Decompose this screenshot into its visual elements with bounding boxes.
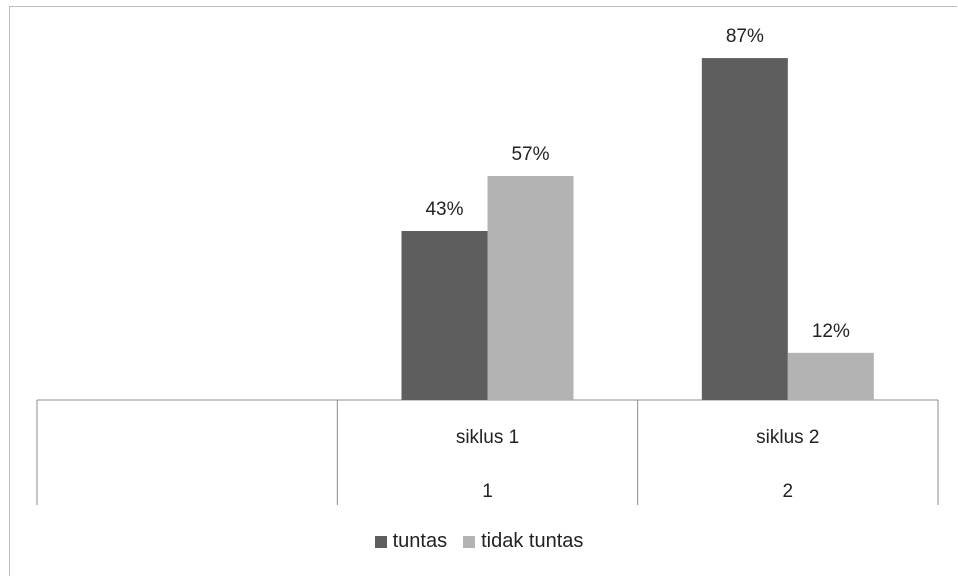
bar-tuntas-1 [401,231,488,400]
legend: tuntas tidak tuntas [0,530,958,553]
bar-tidak-tuntas-2 [787,352,874,400]
legend-item-tuntas: tuntas [374,530,448,553]
data-label: 87% [726,26,764,47]
category-label: siklus 1 [456,427,519,448]
category-sublabel: 2 [783,481,794,502]
data-label: 57% [511,144,549,165]
legend-label-tidak-tuntas: tidak tuntas [481,530,584,552]
category-sublabel: 1 [482,481,493,502]
data-label: 12% [812,321,850,342]
legend-label-tuntas: tuntas [392,530,448,552]
data-label: 43% [425,199,463,220]
legend-swatch-tuntas [374,535,387,548]
bar-tidak-tuntas-1 [487,175,574,400]
legend-swatch-tidak-tuntas [463,535,476,548]
category-label: siklus 2 [756,427,819,448]
bar-tuntas-2 [701,58,788,401]
legend-item-tidak-tuntas: tidak tuntas [463,530,583,553]
chart-frame [9,6,957,576]
